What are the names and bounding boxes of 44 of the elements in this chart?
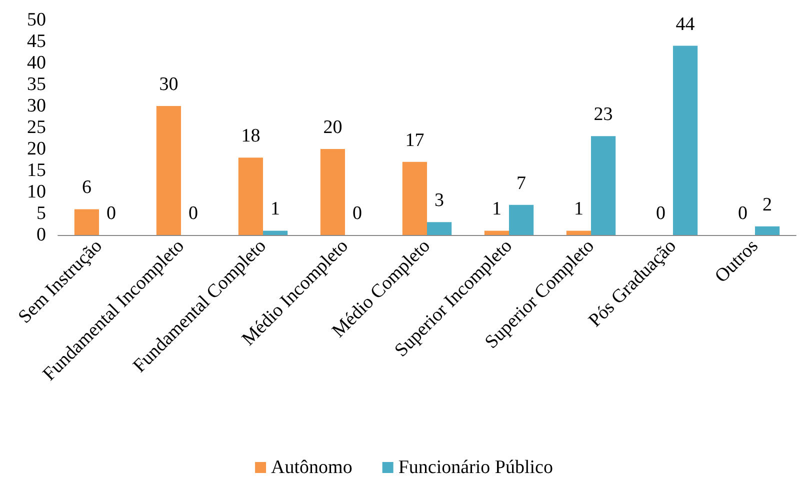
legend-label: Autônomo bbox=[271, 457, 352, 478]
bar bbox=[509, 204, 534, 235]
data-label: 1 bbox=[574, 198, 584, 220]
bar bbox=[320, 149, 345, 235]
bar bbox=[156, 106, 181, 235]
y-tick-label: 5 bbox=[36, 203, 46, 224]
data-label: 44 bbox=[676, 14, 696, 35]
bar bbox=[591, 136, 616, 235]
data-label: 18 bbox=[241, 126, 260, 147]
bar bbox=[402, 162, 427, 235]
data-label: 30 bbox=[159, 74, 178, 95]
bar bbox=[755, 226, 780, 235]
data-label: 23 bbox=[594, 104, 613, 126]
data-label: 2 bbox=[762, 194, 772, 216]
y-tick-label: 40 bbox=[27, 52, 46, 74]
y-tick-label: 45 bbox=[27, 31, 46, 52]
legend-label: Funcionário Público bbox=[398, 457, 553, 478]
y-tick-label: 30 bbox=[27, 96, 46, 116]
data-label: 0 bbox=[738, 203, 748, 224]
data-label: 1 bbox=[492, 198, 502, 220]
bar bbox=[484, 230, 509, 235]
bar bbox=[238, 158, 263, 235]
y-tick-label: 10 bbox=[27, 182, 46, 202]
bar bbox=[263, 230, 288, 235]
data-label: 20 bbox=[323, 117, 342, 138]
data-label: 0 bbox=[106, 203, 116, 224]
data-label: 3 bbox=[434, 190, 444, 212]
y-tick-label: 50 bbox=[27, 10, 46, 30]
data-label: 7 bbox=[516, 172, 526, 194]
y-tick-label: 20 bbox=[27, 138, 46, 160]
y-tick-label: 0 bbox=[36, 224, 46, 246]
data-label: 0 bbox=[188, 203, 198, 224]
bar bbox=[566, 230, 591, 235]
bar bbox=[427, 222, 452, 235]
data-label: 0 bbox=[656, 203, 666, 224]
y-tick-label: 35 bbox=[27, 74, 46, 95]
y-tick-label: 25 bbox=[27, 117, 46, 138]
data-label: 0 bbox=[352, 203, 362, 224]
y-tick-label: 15 bbox=[27, 160, 46, 181]
data-label: 17 bbox=[405, 130, 424, 151]
bar bbox=[673, 46, 698, 235]
data-label: 1 bbox=[270, 198, 280, 220]
data-label: 6 bbox=[82, 177, 92, 198]
bar bbox=[74, 209, 99, 235]
